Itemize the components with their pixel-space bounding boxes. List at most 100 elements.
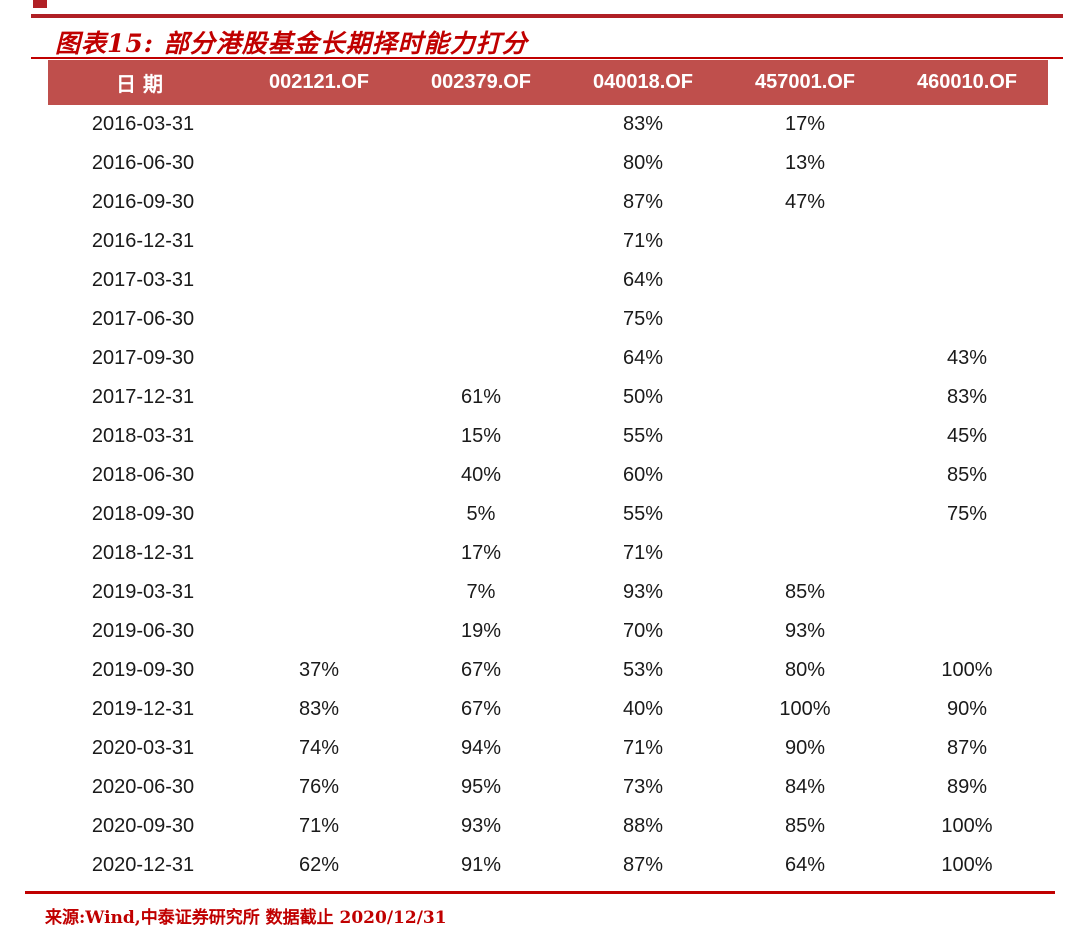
date-cell: 2017-09-30 [91,347,195,369]
value-cell: 87% [622,854,664,876]
value-cell: 47% [784,191,826,213]
table-row: 2018-12-31 17% 71% [48,534,1048,573]
date-cell: 2020-06-30 [91,776,195,798]
column-header-460010.OF: 460010.OF [916,71,1018,93]
value-cell: 37% [298,659,340,681]
value-cell: 93% [622,581,664,603]
value-cell: 100% [941,659,993,681]
value-cell: 75% [622,308,664,330]
value-cell: 5% [466,503,496,525]
value-cell: 19% [460,620,502,642]
value-cell: 80% [622,152,664,174]
date-cell: 2020-09-30 [91,815,195,837]
value-cell: 50% [622,386,664,408]
value-cell: 80% [784,659,826,681]
value-cell: 85% [784,581,826,603]
value-cell: 95% [460,776,502,798]
value-cell: 43% [946,347,988,369]
table-row: 2019-06-30 19% 70% 93% [48,612,1048,651]
value-cell: 71% [622,737,664,759]
table-row: 2017-12-31 61% 50% 83% [48,378,1048,417]
fund-timing-table: 日期 002121.OF 002379.OF 040018.OF 457001.OF 46… [48,60,1048,885]
figure-title-prefix: 图表15: [55,29,155,58]
source-note: 来源:Wind,中泰证券研究所 数据截止 2020/12/31 [45,908,447,928]
date-cell: 2016-03-31 [91,113,195,135]
date-cell: 2020-12-31 [91,854,195,876]
date-cell: 2017-12-31 [91,386,195,408]
date-cell: 2016-06-30 [91,152,195,174]
value-cell: 94% [460,737,502,759]
figure-title-text: 部分港股基金长期择时能力打分 [163,29,528,58]
value-cell: 85% [946,464,988,486]
value-cell: 71% [298,815,340,837]
value-cell: 88% [622,815,664,837]
table-row: 2017-06-30 75% [48,300,1048,339]
table-row: 2019-03-31 7% 93% 85% [48,573,1048,612]
table-row: 2020-09-30 71% 93% 88% 85% 100% [48,807,1048,846]
value-cell: 89% [946,776,988,798]
table-row: 2019-12-31 83% 67% 40% 100% 90% [48,690,1048,729]
date-cell: 2017-06-30 [91,308,195,330]
column-header-040018.OF: 040018.OF [592,71,694,93]
value-cell: 55% [622,503,664,525]
value-cell: 13% [784,152,826,174]
date-cell: 2019-03-31 [91,581,195,603]
value-cell: 40% [460,464,502,486]
value-cell: 71% [622,230,664,252]
date-cell: 2019-12-31 [91,698,195,720]
bottom-rule [25,891,1055,894]
value-cell: 61% [460,386,502,408]
value-cell: 40% [622,698,664,720]
value-cell: 67% [460,659,502,681]
value-cell: 64% [622,269,664,291]
value-cell: 53% [622,659,664,681]
value-cell: 83% [946,386,988,408]
table-row: 2016-06-30 80% 13% [48,144,1048,183]
date-cell: 2018-12-31 [91,542,195,564]
table-row: 2020-03-31 74% 94% 71% 90% 87% [48,729,1048,768]
value-cell: 100% [941,854,993,876]
date-cell: 2016-12-31 [91,230,195,252]
value-cell: 74% [298,737,340,759]
value-cell: 17% [784,113,826,135]
value-cell: 93% [784,620,826,642]
title-underline [31,57,1063,59]
value-cell: 76% [298,776,340,798]
table-row: 2018-03-31 15% 55% 45% [48,417,1048,456]
value-cell: 93% [460,815,502,837]
date-cell: 2018-09-30 [91,503,195,525]
column-header-date: 日期 [116,74,170,96]
date-cell: 2016-09-30 [91,191,195,213]
date-cell: 2018-03-31 [91,425,195,447]
value-cell: 83% [298,698,340,720]
value-cell: 87% [622,191,664,213]
value-cell: 85% [784,815,826,837]
value-cell: 62% [298,854,340,876]
table-row: 2018-09-30 5% 55% 75% [48,495,1048,534]
date-cell: 2019-09-30 [91,659,195,681]
value-cell: 67% [460,698,502,720]
value-cell: 75% [946,503,988,525]
date-cell: 2019-06-30 [91,620,195,642]
table-body: 2016-03-31 83% 17% 2016-06-30 80% 13% 2016-09-… [48,105,1048,885]
date-cell: 2017-03-31 [91,269,195,291]
value-cell: 64% [622,347,664,369]
date-cell: 2018-06-30 [91,464,195,486]
value-cell: 55% [622,425,664,447]
top-rule [31,14,1063,18]
value-cell: 71% [622,542,664,564]
table-row: 2020-12-31 62% 91% 87% 64% 100% [48,846,1048,885]
value-cell: 60% [622,464,664,486]
value-cell: 7% [466,581,496,603]
value-cell: 100% [779,698,831,720]
date-cell: 2020-03-31 [91,737,195,759]
table-row: 2016-12-31 71% [48,222,1048,261]
column-header-002379.OF: 002379.OF [430,71,532,93]
table-row: 2017-09-30 64% 43% [48,339,1048,378]
table-row: 2018-06-30 40% 60% 85% [48,456,1048,495]
value-cell: 15% [460,425,502,447]
value-cell: 64% [784,854,826,876]
value-cell: 100% [941,815,993,837]
value-cell: 90% [946,698,988,720]
